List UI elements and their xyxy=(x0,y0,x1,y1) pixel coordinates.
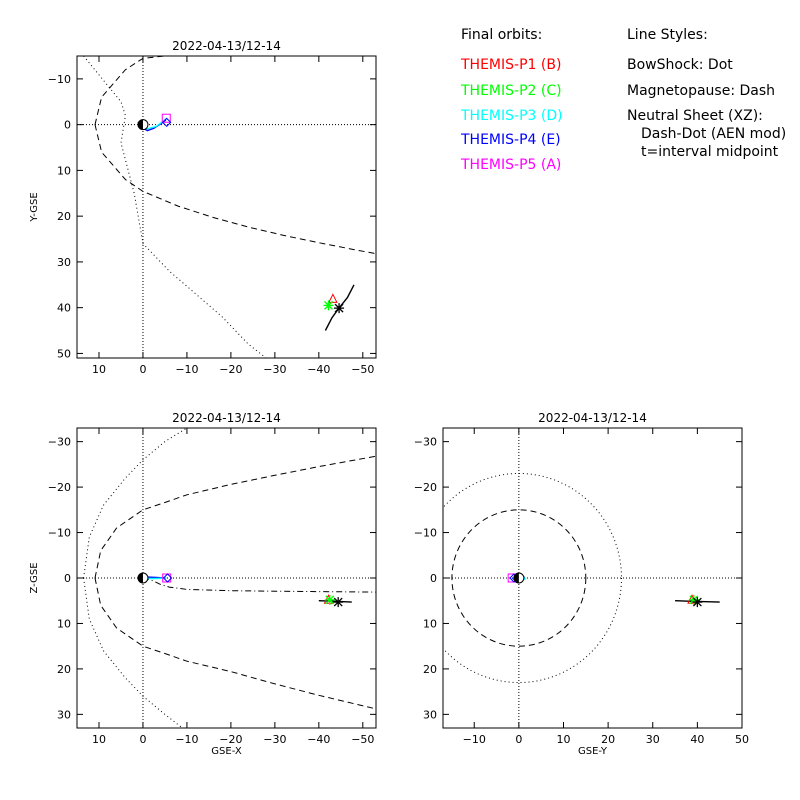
x-tick-label: 20 xyxy=(601,733,615,746)
y-tick-label: 0 xyxy=(64,572,71,585)
x-tick-label: 10 xyxy=(92,733,106,746)
legend-probe-p5: THEMIS-P5 (A) xyxy=(461,157,562,173)
x-tick-label: −30 xyxy=(263,363,286,376)
neutral-sheet-line xyxy=(142,577,376,593)
legend-probe-p2: THEMIS-P2 (C) xyxy=(461,83,562,99)
panel-title: 2022-04-13/12-14 xyxy=(172,39,281,53)
p5-square-marker xyxy=(161,113,171,123)
y-tick-label: −20 xyxy=(414,481,437,494)
x-tick-label: 0 xyxy=(139,363,146,376)
x-axis-label: GSE-X xyxy=(211,746,242,757)
p1-triangle-marker xyxy=(328,293,338,303)
panel-3: −10 0 10 20 30 40 50 −30 −20 −10 0 10 20 30 2022-04-13… xyxy=(414,411,749,757)
orbits-legend-title: Final orbits: xyxy=(461,27,543,43)
legend-probe-p1: THEMIS-P1 (B) xyxy=(461,57,562,73)
y-tick-label: 30 xyxy=(57,256,71,269)
moon-asterisk-marker xyxy=(692,597,703,608)
panel-title: 2022-04-13/12-14 xyxy=(538,411,647,425)
y-tick-label: 10 xyxy=(423,617,437,630)
y-tick-label: −30 xyxy=(48,436,71,449)
y-tick-label: −30 xyxy=(414,436,437,449)
y-tick-label: 10 xyxy=(57,164,71,177)
x-tick-label: −10 xyxy=(175,733,198,746)
legend-probe-p3: THEMIS-P3 (D) xyxy=(461,108,563,124)
y-axis-label: Z-GSE xyxy=(29,562,40,593)
y-tick-label: 30 xyxy=(57,708,71,721)
moon-asterisk-marker xyxy=(333,597,344,608)
x-tick-label: 30 xyxy=(646,733,660,746)
earth-icon xyxy=(137,572,149,584)
panel-title: 2022-04-13/12-14 xyxy=(172,411,281,425)
earth-icon xyxy=(137,119,149,131)
y-tick-label: 50 xyxy=(57,347,71,360)
x-tick-label: 50 xyxy=(735,733,749,746)
x-tick-label: −50 xyxy=(351,733,374,746)
plot-frame xyxy=(76,427,377,729)
line-styles-title: Line Styles: xyxy=(627,27,708,43)
plot-frame xyxy=(76,55,377,359)
x-axis-label: GSE-Y xyxy=(578,746,608,757)
panel-2: 10 0 −10 −20 −30 −40 −50 −30 −20 −10 0 10 20 30 2022-0… xyxy=(29,411,377,757)
x-tick-label: −10 xyxy=(175,363,198,376)
x-tick-label: −30 xyxy=(263,733,286,746)
y-tick-label: 20 xyxy=(57,663,71,676)
magnetopause-circle xyxy=(451,509,587,647)
x-tick-label: 0 xyxy=(515,733,522,746)
x-tick-label: 40 xyxy=(690,733,704,746)
p4-diamond-marker xyxy=(162,573,173,583)
y-tick-label: 20 xyxy=(57,210,71,223)
plot-area xyxy=(77,56,376,358)
y-tick-label: −10 xyxy=(48,73,71,86)
y-tick-label: 0 xyxy=(430,572,437,585)
bowshock-line xyxy=(83,56,267,358)
y-axis-label: Y-GSE xyxy=(29,192,40,222)
panel-1: 10 0 −10 −20 −30 −40 −50 −10 0 10 20 30 40 50 2022-04-… xyxy=(29,39,377,376)
plot-area xyxy=(77,428,376,728)
magnetopause-line xyxy=(94,56,165,125)
x-tick-label: 10 xyxy=(556,733,570,746)
magnetopause-line xyxy=(94,124,376,255)
earth-icon xyxy=(513,572,525,584)
legend-probe-p4: THEMIS-P4 (E) xyxy=(461,132,561,148)
bowshock-circle xyxy=(443,472,622,684)
style-bowshock: BowShock: Dot xyxy=(627,57,733,73)
plot-area xyxy=(443,428,742,728)
y-tick-label: −20 xyxy=(48,481,71,494)
p2-asterisk-marker xyxy=(324,594,335,605)
y-tick-label: 10 xyxy=(57,617,71,630)
magnetopause-line xyxy=(94,577,376,710)
x-tick-label: 10 xyxy=(92,363,106,376)
x-tick-label: −10 xyxy=(463,733,486,746)
p2-asterisk-marker xyxy=(688,594,699,605)
x-tick-label: −40 xyxy=(307,363,330,376)
x-tick-label: −50 xyxy=(351,363,374,376)
x-tick-label: 0 xyxy=(139,733,146,746)
magnetopause-line xyxy=(94,455,376,579)
style-dashdot: Dash-Dot (AEN mod) xyxy=(641,126,787,142)
style-magnetopause: Magnetopause: Dash xyxy=(627,83,776,99)
y-tick-label: −10 xyxy=(48,527,71,540)
x-tick-label: −20 xyxy=(219,733,242,746)
p4-diamond-marker xyxy=(161,117,172,128)
p5-square-marker xyxy=(162,573,172,583)
bowshock-line xyxy=(83,577,183,728)
y-tick-label: 40 xyxy=(57,302,71,315)
style-neutral-sheet: Neutral Sheet (XZ): xyxy=(627,108,763,124)
y-tick-label: 20 xyxy=(423,663,437,676)
p2-asterisk-marker xyxy=(323,300,334,311)
y-tick-label: −10 xyxy=(414,527,437,540)
moon-asterisk-marker xyxy=(334,303,345,314)
bowshock-line xyxy=(83,428,188,579)
y-tick-label: 0 xyxy=(64,119,71,132)
x-tick-label: −40 xyxy=(307,733,330,746)
y-tick-label: 30 xyxy=(423,708,437,721)
style-midpoint: t=interval midpoint xyxy=(641,144,779,160)
x-tick-label: −20 xyxy=(219,363,242,376)
plot-frame xyxy=(442,427,743,729)
